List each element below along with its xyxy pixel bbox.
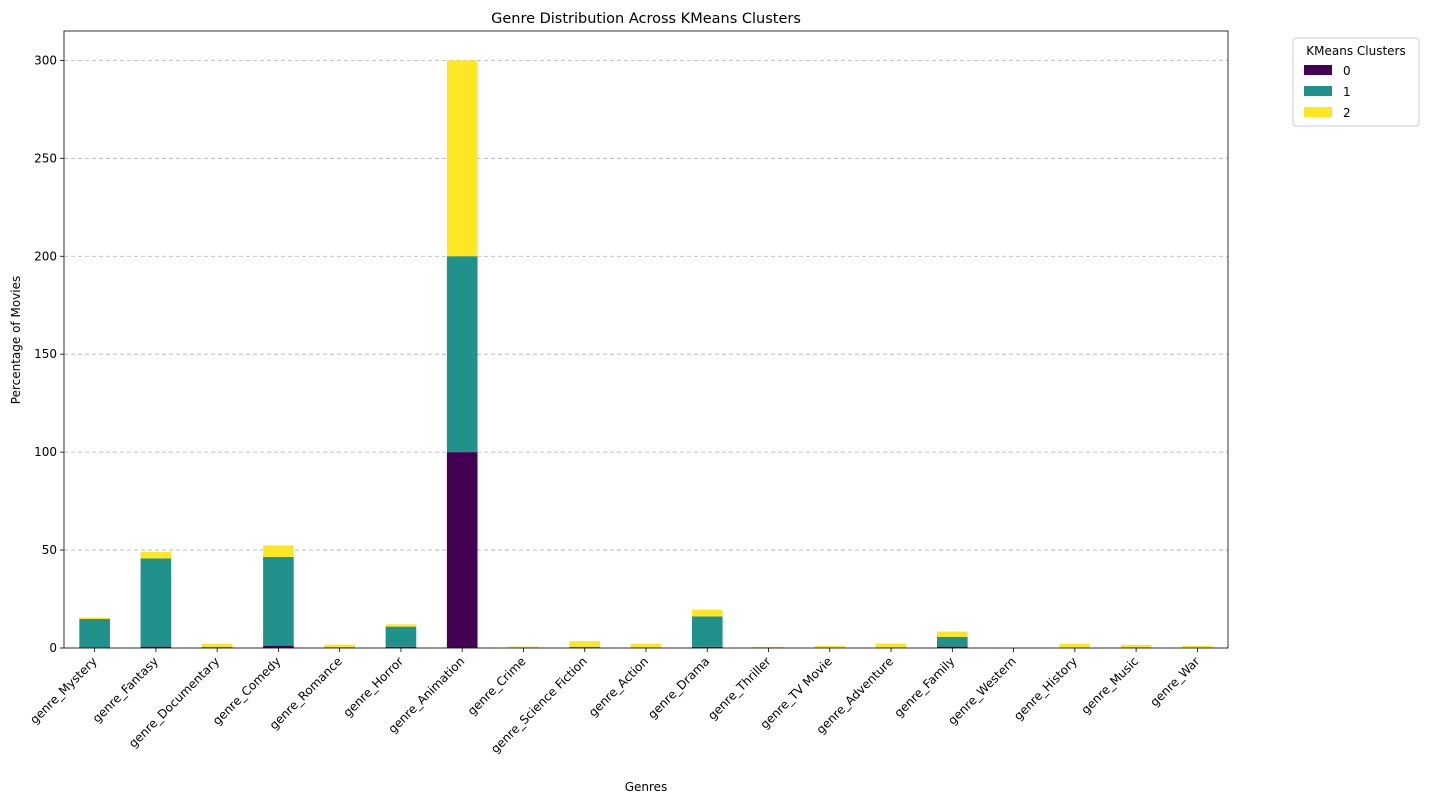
legend-items: 0 1 2: [1304, 64, 1351, 120]
bar-10-cluster-2: [691, 609, 723, 617]
x-tick-label-10: genre_Drama: [645, 654, 712, 721]
y-tick-label-50: 50: [42, 543, 57, 557]
bar-7-cluster-2: [508, 646, 539, 648]
y-tick-label-150: 150: [34, 347, 57, 361]
x-tick-label-9: genre_Action: [586, 654, 651, 719]
plot-area-frame: [63, 30, 1229, 649]
y-axis-label: Percentage of Movies: [9, 276, 23, 404]
bar-17-cluster-2: [1120, 644, 1152, 648]
y-tick-label-300: 300: [34, 53, 57, 67]
bar-14-cluster-2: [937, 631, 968, 637]
bar-14-cluster-0: [937, 646, 968, 648]
bar-1-cluster-1: [140, 558, 172, 647]
bar-18-cluster-2: [1182, 645, 1213, 648]
x-tick-label-16: genre_History: [1011, 654, 1080, 723]
bar-5-cluster-1: [385, 626, 417, 647]
bar-5-cluster-2: [385, 624, 417, 627]
x-tick-label-17: genre_Music: [1078, 654, 1141, 717]
bar-8-cluster-1: [569, 646, 601, 648]
bar-6-cluster-2: [446, 60, 478, 257]
x-tick-label-11: genre_Thriller: [705, 654, 774, 723]
legend-label-1: 1: [1343, 85, 1351, 99]
x-tick-label-1: genre_Fantasy: [90, 654, 161, 725]
bar-1-cluster-0: [140, 646, 172, 648]
legend: KMeans Clusters 0 1 2: [1292, 37, 1420, 127]
bar-4-cluster-2: [324, 644, 355, 648]
bar-11-cluster-2: [753, 646, 784, 648]
bar-3-cluster-2: [263, 545, 294, 557]
bar-5-cluster-0: [385, 646, 417, 648]
bar-9-cluster-2: [630, 643, 662, 648]
bar-3-cluster-0: [263, 645, 294, 648]
y-tick-label-0: 0: [49, 641, 57, 655]
bar-14-cluster-1: [937, 636, 968, 647]
bar-16-cluster-2: [1059, 643, 1091, 648]
x-axis-label: Genres: [625, 780, 668, 794]
bars: [79, 60, 1213, 648]
legend-title: KMeans Clusters: [1306, 44, 1405, 58]
bar-2-cluster-2: [201, 643, 233, 648]
x-axis: genre_Mysterygenre_Fantasygenre_Document…: [27, 648, 1203, 756]
bar-1-cluster-2: [140, 552, 172, 559]
chart-title: Genre Distribution Across KMeans Cluster…: [491, 11, 801, 27]
bar-6-cluster-1: [446, 256, 478, 453]
y-tick-label-100: 100: [34, 445, 57, 459]
x-tick-label-5: genre_Horror: [341, 654, 407, 720]
x-tick-label-14: genre_Family: [891, 654, 957, 720]
bar-10-cluster-0: [691, 646, 723, 648]
y-tick-label-200: 200: [34, 249, 57, 263]
legend-label-0: 0: [1343, 64, 1351, 78]
bar-12-cluster-2: [814, 646, 846, 648]
bar-0-cluster-1: [79, 619, 110, 648]
bar-8-cluster-2: [569, 641, 601, 647]
bar-6-cluster-0: [446, 452, 478, 648]
bar-13-cluster-2: [875, 643, 907, 648]
legend-swatch-1: [1304, 86, 1332, 96]
y-axis: 0 50 100 150 200 250 300: [34, 53, 64, 655]
legend-label-2: 2: [1343, 106, 1351, 120]
bar-3-cluster-1: [263, 556, 294, 646]
x-tick-label-7: genre_Crime: [465, 654, 529, 718]
bar-10-cluster-1: [691, 616, 723, 647]
legend-swatch-2: [1304, 107, 1332, 117]
grid-lines: [64, 59, 1228, 649]
legend-box: [1292, 37, 1420, 127]
y-tick-label-250: 250: [34, 151, 57, 165]
legend-swatch-0: [1304, 65, 1332, 75]
bar-0-cluster-2: [79, 617, 110, 620]
x-tick-label-18: genre_War: [1147, 654, 1202, 709]
